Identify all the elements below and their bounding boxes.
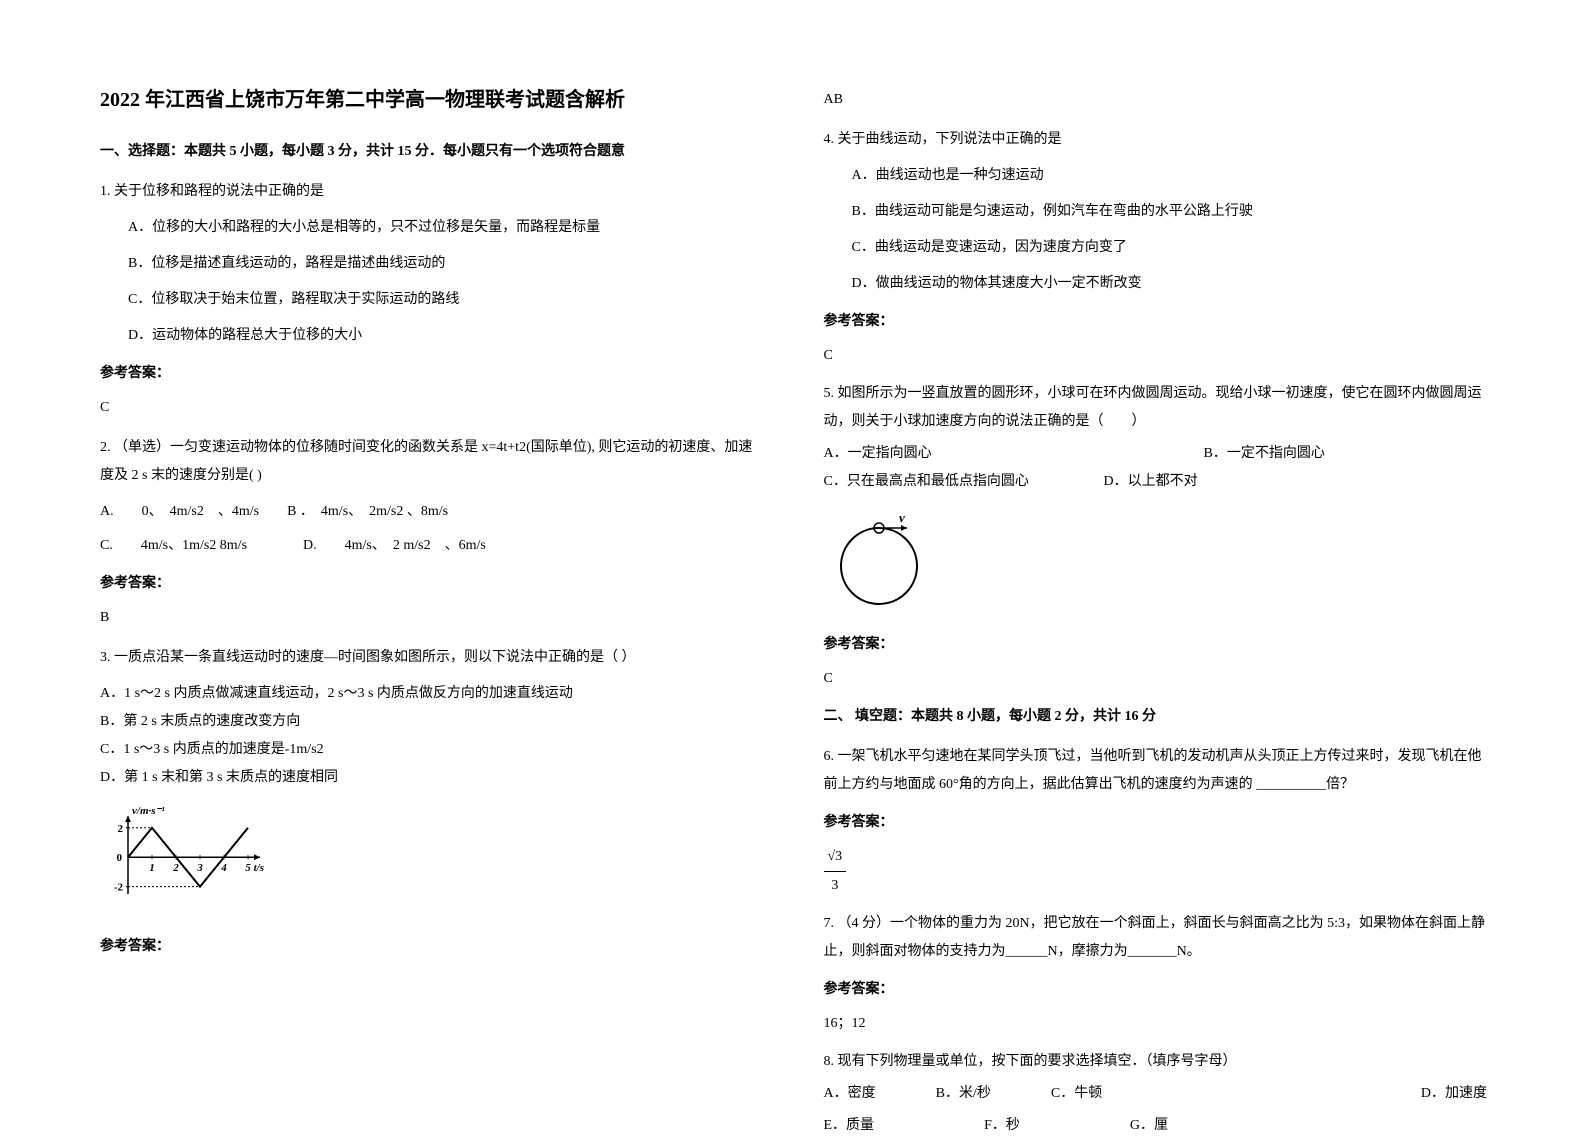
q4-answer-label: 参考答案： xyxy=(824,308,1488,336)
q5-option-d: D．以上都不对 xyxy=(1104,468,1198,496)
q3-option-c: C．1 s～3 s 内质点的加速度是-1m/s2 xyxy=(100,736,764,764)
q7-stem: 7. （4 分）一个物体的重力为 20N，把它放在一个斜面上，斜面长与斜面高之比… xyxy=(824,910,1488,966)
q2-option-a: A. 0、 4m/s2 、4m/s xyxy=(100,504,259,519)
q3-option-d: D．第 1 s 末和第 3 s 末质点的速度相同 xyxy=(100,764,764,792)
q2-option-c: C. 4m/s、1m/s2 8m/s xyxy=(100,538,247,553)
vt-graph-svg: 1 2 3 4 5 -2 0 2 v/m·s⁻¹ t/s xyxy=(100,802,270,912)
left-column: 2022 年江西省上饶市万年第二中学高一物理联考试题含解析 一、选择题：本题共 … xyxy=(100,80,764,1042)
q8-row2: E．质量 F．秒 G．厘 xyxy=(824,1112,1488,1140)
q4-option-c: C．曲线运动是变速运动，因为速度方向变了 xyxy=(852,234,1488,262)
section2-header: 二、 填空题：本题共 8 小题，每小题 2 分，共计 16 分 xyxy=(824,703,1488,731)
q5-diagram: v xyxy=(834,508,1488,619)
q2-stem: 2. （单选）一匀变速运动物体的位移随时间变化的函数关系是 x=4t+t2(国际… xyxy=(100,434,764,490)
q3-answer-label: 参考答案： xyxy=(100,933,764,961)
right-column: AB 4. 关于曲线运动，下列说法中正确的是 A．曲线运动也是一种匀速运动 B．… xyxy=(824,80,1488,1042)
q1-answer: C xyxy=(100,394,764,422)
q5-options: A．一定指向圆心 B．一定不指向圆心 C．只在最高点和最低点指向圆心 D．以上都… xyxy=(824,440,1488,496)
q1-stem: 1. 关于位移和路程的说法中正确的是 xyxy=(100,178,764,206)
q2-options-row2: C. 4m/s、1m/s2 8m/s D. 4m/s、 2 m/s2 、6m/s xyxy=(100,532,764,560)
q8-option-f: F．秒 xyxy=(984,1112,1020,1140)
page-title: 2022 年江西省上饶市万年第二中学高一物理联考试题含解析 xyxy=(100,80,764,120)
q4-option-d: D．做曲线运动的物体其速度大小一定不断改变 xyxy=(852,270,1488,298)
q5-option-a: A．一定指向圆心 xyxy=(824,440,1204,468)
q3-stem: 3. 一质点沿某一条直线运动时的速度—时间图象如图所示，则以下说法中正确的是（ … xyxy=(100,644,764,672)
section1-header: 一、选择题：本题共 5 小题，每小题 3 分，共计 15 分．每小题只有一个选项… xyxy=(100,138,764,166)
circle-diagram-svg: v xyxy=(834,508,944,608)
q1-answer-label: 参考答案： xyxy=(100,360,764,388)
q8-option-d: D．加速度 xyxy=(1421,1080,1487,1108)
svg-text:4: 4 xyxy=(220,862,227,874)
q8-option-e: E．质量 xyxy=(824,1112,875,1140)
svg-text:1: 1 xyxy=(149,862,155,874)
q5-answer-label: 参考答案： xyxy=(824,631,1488,659)
q8-option-b: B．米/秒 xyxy=(936,1080,991,1108)
q2-option-d: D. 4m/s、 2 m/s2 、6m/s xyxy=(303,538,486,553)
q6-stem: 6. 一架飞机水平匀速地在某同学头顶飞过，当他听到飞机的发动机声从头顶正上方传过… xyxy=(824,743,1488,799)
q5-option-b: B．一定不指向圆心 xyxy=(1204,440,1325,468)
svg-text:2: 2 xyxy=(118,823,124,835)
q6-answer: √3 3 xyxy=(824,843,1488,900)
svg-text:0: 0 xyxy=(117,852,123,864)
q5-stem: 5. 如图所示为一竖直放置的圆形环，小球可在环内做圆周运动。现给小球一初速度，使… xyxy=(824,380,1488,436)
q3-graph: 1 2 3 4 5 -2 0 2 v/m·s⁻¹ t/s xyxy=(100,802,764,923)
q4-option-b: B．曲线运动可能是匀速运动，例如汽车在弯曲的水平公路上行驶 xyxy=(852,198,1488,226)
q4-option-a: A．曲线运动也是一种匀速运动 xyxy=(852,162,1488,190)
q5-option-c: C．只在最高点和最低点指向圆心 xyxy=(824,468,1104,496)
svg-text:2: 2 xyxy=(172,862,179,874)
q1-option-b: B．位移是描述直线运动的，路程是描述曲线运动的 xyxy=(128,250,764,278)
svg-text:v: v xyxy=(899,510,905,525)
q3-option-a: A．1 s～2 s 内质点做减速直线运动，2 s～3 s 内质点做反方向的加速直… xyxy=(100,680,764,708)
q2-options-row1: A. 0、 4m/s2 、4m/s B ． 4m/s、 2m/s2 、8m/s xyxy=(100,498,764,526)
q6-fraction: √3 3 xyxy=(824,843,847,900)
q8-row1: A．密度 B．米/秒 C．牛顿 D．加速度 xyxy=(824,1080,1488,1108)
q8-option-a: A．密度 xyxy=(824,1080,876,1108)
q2-option-b: B ． 4m/s、 2m/s2 、8m/s xyxy=(287,504,448,519)
q4-stem: 4. 关于曲线运动，下列说法中正确的是 xyxy=(824,126,1488,154)
svg-text:t/s: t/s xyxy=(254,862,264,874)
q5-answer: C xyxy=(824,665,1488,693)
q7-answer: 16；12 xyxy=(824,1010,1488,1038)
q2-answer: B xyxy=(100,604,764,632)
q6-answer-label: 参考答案： xyxy=(824,809,1488,837)
q1-option-d: D．运动物体的路程总大于位移的大小 xyxy=(128,322,764,350)
svg-text:v/m·s⁻¹: v/m·s⁻¹ xyxy=(132,805,165,817)
svg-text:3: 3 xyxy=(196,862,203,874)
q3-answer: AB xyxy=(824,86,1488,114)
q8-option-g: G．厘 xyxy=(1130,1112,1168,1140)
svg-text:5: 5 xyxy=(245,862,251,874)
svg-text:-2: -2 xyxy=(114,882,124,894)
q1-option-a: A．位移的大小和路程的大小总是相等的，只不过位移是矢量，而路程是标量 xyxy=(128,214,764,242)
q6-num: √3 xyxy=(824,843,847,872)
q6-den: 3 xyxy=(824,872,847,900)
q4-answer: C xyxy=(824,342,1488,370)
q7-answer-label: 参考答案： xyxy=(824,976,1488,1004)
q1-option-c: C．位移取决于始末位置，路程取决于实际运动的路线 xyxy=(128,286,764,314)
q2-answer-label: 参考答案： xyxy=(100,570,764,598)
q3-option-b: B．第 2 s 末质点的速度改变方向 xyxy=(100,708,764,736)
q8-option-c: C．牛顿 xyxy=(1051,1080,1102,1108)
q8-stem: 8. 现有下列物理量或单位，按下面的要求选择填空．（填序号字母） xyxy=(824,1048,1488,1076)
